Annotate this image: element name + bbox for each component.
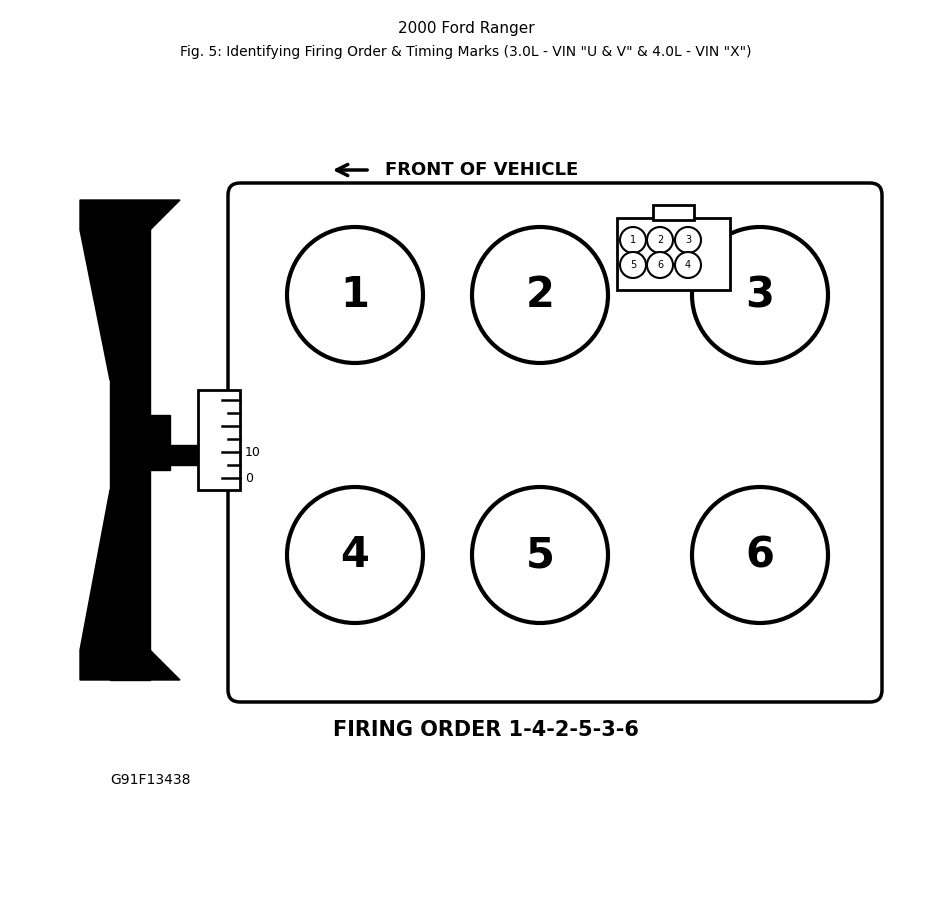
Text: Fig. 5: Identifying Firing Order & Timing Marks (3.0L - VIN "U & V" & 4.0L - VIN: Fig. 5: Identifying Firing Order & Timin… — [180, 45, 752, 59]
Bar — [145, 415, 170, 470]
Circle shape — [647, 227, 673, 253]
Text: FRONT OF VEHICLE: FRONT OF VEHICLE — [385, 161, 578, 179]
Polygon shape — [80, 200, 180, 380]
Text: 6: 6 — [746, 534, 774, 576]
Text: 0: 0 — [245, 472, 253, 485]
Text: 3: 3 — [685, 235, 691, 245]
Text: 3: 3 — [746, 274, 774, 316]
Text: 5: 5 — [526, 534, 555, 576]
Circle shape — [675, 252, 701, 278]
Circle shape — [620, 252, 646, 278]
Text: 2: 2 — [657, 235, 664, 245]
Text: 5: 5 — [630, 260, 637, 270]
Bar — [150, 445, 210, 465]
Circle shape — [675, 227, 701, 253]
Text: 1: 1 — [340, 274, 369, 316]
Text: 2000 Ford Ranger: 2000 Ford Ranger — [398, 20, 534, 36]
Circle shape — [287, 227, 423, 363]
Circle shape — [692, 487, 828, 623]
Text: 4: 4 — [340, 534, 369, 576]
Text: 2: 2 — [526, 274, 555, 316]
Circle shape — [287, 487, 423, 623]
Circle shape — [472, 487, 608, 623]
Bar — [198, 390, 240, 490]
Text: 6: 6 — [657, 260, 663, 270]
Text: G91F13438: G91F13438 — [110, 773, 190, 787]
Bar — [110, 220, 150, 680]
Text: 1: 1 — [630, 235, 636, 245]
Polygon shape — [80, 490, 180, 680]
Bar — [653, 205, 694, 220]
Circle shape — [647, 252, 673, 278]
Circle shape — [692, 227, 828, 363]
Circle shape — [472, 227, 608, 363]
Text: 4: 4 — [685, 260, 691, 270]
Bar — [617, 218, 730, 290]
FancyBboxPatch shape — [228, 183, 882, 702]
Circle shape — [620, 227, 646, 253]
Text: FIRING ORDER 1-4-2-5-3-6: FIRING ORDER 1-4-2-5-3-6 — [333, 720, 639, 740]
Text: 10: 10 — [245, 445, 261, 458]
